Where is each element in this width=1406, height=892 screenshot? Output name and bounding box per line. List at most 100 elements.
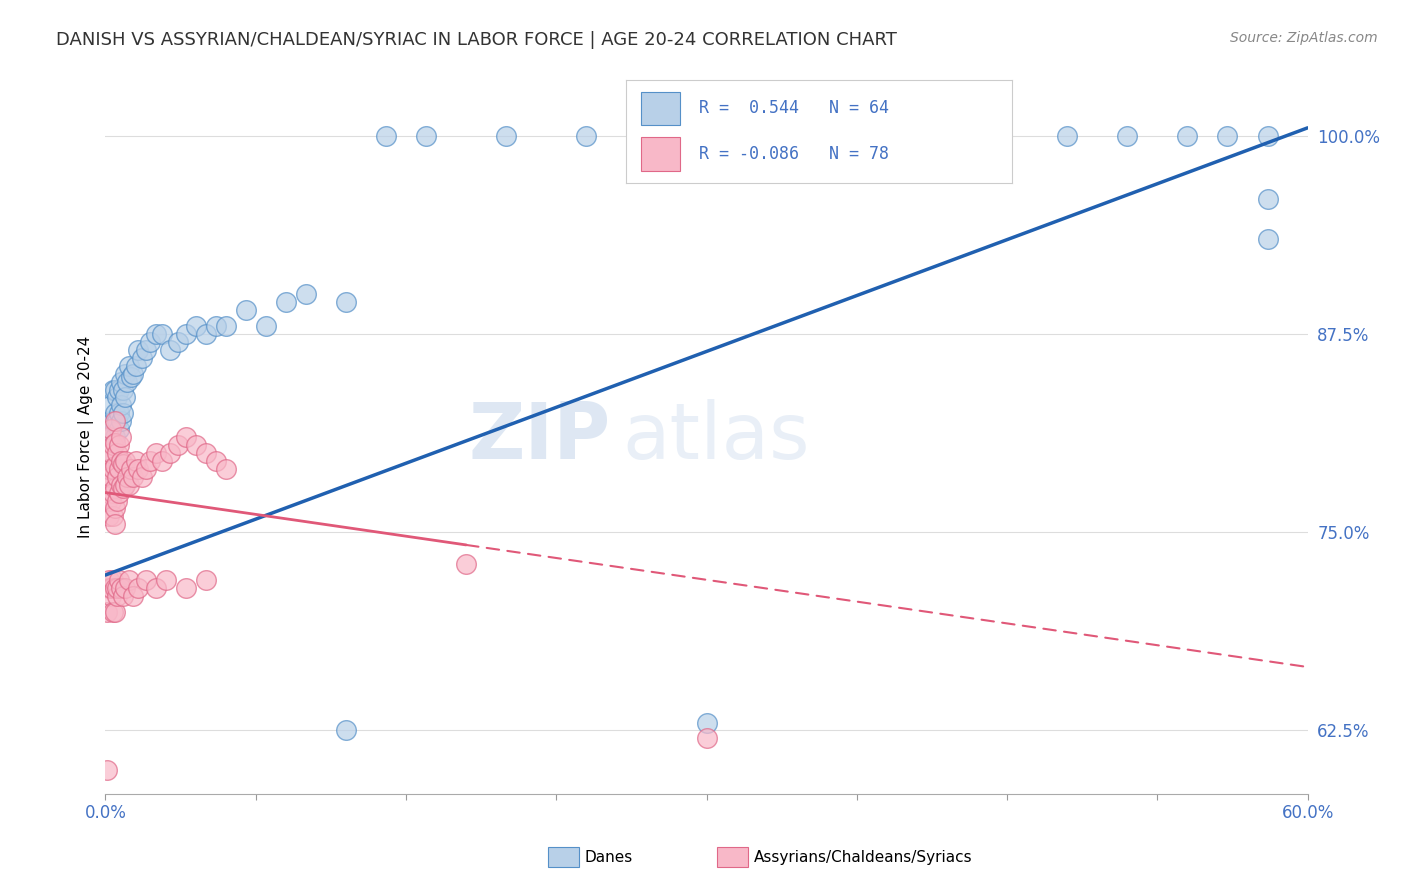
Point <box>1257 232 1279 246</box>
Point <box>135 462 157 476</box>
Point <box>1257 128 1279 143</box>
Text: R =  0.544   N = 64: R = 0.544 N = 64 <box>699 100 889 118</box>
Point <box>112 589 135 603</box>
Point <box>131 469 153 483</box>
Point <box>108 383 131 397</box>
Point <box>104 414 127 428</box>
Text: atlas: atlas <box>623 399 810 475</box>
Point <box>110 375 132 389</box>
Point <box>112 383 135 397</box>
Point <box>274 295 297 310</box>
Point <box>104 430 127 444</box>
Point <box>104 458 127 473</box>
Point <box>174 430 197 444</box>
Point <box>103 383 125 397</box>
Point <box>815 128 838 143</box>
Text: Assyrians/Chaldeans/Syriacs: Assyrians/Chaldeans/Syriacs <box>754 850 972 864</box>
Point <box>655 128 678 143</box>
Point <box>1177 128 1199 143</box>
Point <box>1257 192 1279 206</box>
Point <box>110 477 132 491</box>
Point <box>98 581 121 595</box>
Point <box>96 446 118 460</box>
Point <box>96 469 118 483</box>
Point <box>131 351 153 365</box>
Point <box>112 457 135 471</box>
Point <box>138 334 160 349</box>
Point <box>145 326 167 341</box>
Point <box>166 334 188 349</box>
Point <box>100 493 122 508</box>
Point <box>184 438 207 452</box>
Point <box>335 295 357 310</box>
Point <box>235 303 257 318</box>
Point <box>98 446 121 460</box>
Text: Source: ZipAtlas.com: Source: ZipAtlas.com <box>1230 31 1378 45</box>
Point <box>295 287 318 301</box>
Point <box>214 319 236 334</box>
Point <box>103 462 125 476</box>
Point <box>135 573 157 587</box>
Point <box>194 326 217 341</box>
Point <box>100 581 122 595</box>
Point <box>254 319 277 334</box>
Point <box>100 398 122 412</box>
Point <box>108 406 131 420</box>
Point <box>114 581 136 595</box>
Point <box>735 128 758 143</box>
Point <box>150 454 173 468</box>
Point <box>896 128 918 143</box>
Point <box>415 128 437 143</box>
Point <box>122 589 145 603</box>
Text: DANISH VS ASSYRIAN/CHALDEAN/SYRIAC IN LABOR FORCE | AGE 20-24 CORRELATION CHART: DANISH VS ASSYRIAN/CHALDEAN/SYRIAC IN LA… <box>56 31 897 49</box>
Point <box>107 446 129 460</box>
Point <box>96 605 118 619</box>
Point <box>127 343 149 357</box>
Point <box>112 406 135 420</box>
Point <box>124 454 146 468</box>
Point <box>98 462 121 476</box>
Point <box>108 573 131 587</box>
Text: Danes: Danes <box>585 850 633 864</box>
Point <box>104 383 127 397</box>
Point <box>103 509 125 524</box>
Point <box>103 605 125 619</box>
Point <box>96 493 118 508</box>
Point <box>121 369 143 384</box>
Point <box>696 715 718 730</box>
Point <box>110 414 132 428</box>
Point <box>194 446 217 460</box>
Point <box>135 343 157 357</box>
Point <box>121 462 143 476</box>
Point <box>150 326 173 341</box>
Point <box>495 128 517 143</box>
Point <box>696 731 718 746</box>
Point <box>114 367 136 381</box>
Point <box>107 469 129 483</box>
Point <box>98 430 121 444</box>
Point <box>114 391 136 405</box>
Point <box>96 493 118 508</box>
Point <box>98 509 121 524</box>
Point <box>204 319 226 334</box>
Point <box>174 326 197 341</box>
Y-axis label: In Labor Force | Age 20-24: In Labor Force | Age 20-24 <box>79 336 94 538</box>
Point <box>114 454 136 468</box>
Point <box>159 343 181 357</box>
Point <box>100 589 122 603</box>
Point <box>155 573 177 587</box>
FancyBboxPatch shape <box>641 92 681 126</box>
Point <box>98 414 121 428</box>
Point <box>108 485 131 500</box>
Point <box>174 581 197 595</box>
Point <box>108 462 131 476</box>
Point <box>214 462 236 476</box>
Point <box>117 469 139 483</box>
Point <box>145 446 167 460</box>
Point <box>1216 128 1239 143</box>
Point <box>118 359 141 373</box>
Point <box>110 454 132 468</box>
Point <box>100 430 122 444</box>
Point <box>114 477 136 491</box>
Point <box>107 581 129 595</box>
